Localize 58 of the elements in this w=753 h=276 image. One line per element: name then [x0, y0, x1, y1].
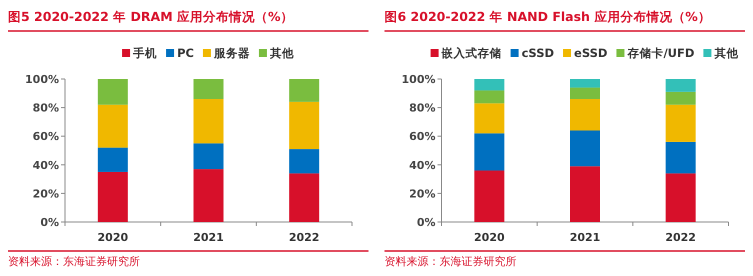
bar: [570, 166, 600, 222]
y-tick-label: 100%: [402, 73, 436, 86]
bar: [474, 170, 504, 222]
y-tick-label: 40%: [32, 158, 59, 172]
x-tick-label: 2022: [665, 231, 696, 244]
legend-label: eSSD: [574, 46, 608, 60]
legend-label: 手机: [132, 46, 158, 60]
y-tick-label: 100%: [25, 73, 59, 86]
bar: [474, 79, 504, 90]
bar: [474, 133, 504, 171]
bar: [194, 79, 224, 100]
y-tick-label: 20%: [32, 187, 59, 200]
bar: [570, 79, 600, 88]
bar: [194, 143, 224, 170]
bar: [666, 142, 696, 174]
legend-label: 嵌入式存储: [440, 46, 502, 60]
bar: [289, 149, 320, 174]
legend-label: 其他: [713, 46, 740, 60]
legend-label: PC: [177, 46, 194, 60]
bar: [570, 99, 600, 130]
bar: [570, 130, 600, 166]
y-tick-label: 20%: [409, 187, 436, 200]
y-tick-label: 40%: [409, 158, 436, 172]
chart-title: 图6 2020-2022 年 NAND Flash 应用分布情况（%）: [384, 9, 711, 24]
text: 资料来源：东海证券研究所: [8, 255, 140, 268]
bar: [98, 172, 128, 222]
bar: [289, 79, 320, 102]
bar: [666, 104, 696, 142]
x-tick-label: 2021: [570, 231, 600, 244]
bar: [194, 99, 224, 144]
text: 资料来源：东海证券研究所: [384, 255, 516, 268]
bar: [98, 148, 128, 172]
legend-label: 存储卡/UFD: [626, 46, 694, 60]
bar: [98, 79, 128, 105]
legend-label: 服务器: [212, 46, 250, 60]
bar: [194, 169, 224, 222]
bar: [666, 92, 696, 105]
y-tick-label: 0%: [40, 216, 59, 229]
bar: [570, 88, 600, 100]
bar: [474, 90, 504, 104]
x-tick-label: 2020: [98, 231, 128, 244]
bar: [666, 79, 696, 92]
y-tick-label: 80%: [409, 102, 436, 115]
bar: [474, 103, 504, 134]
legend-label: 其他: [268, 46, 295, 60]
chart-title: 图5 2020-2022 年 DRAM 应用分布情况（%）: [8, 9, 294, 24]
y-tick-label: 60%: [409, 130, 436, 144]
x-tick-label: 2021: [193, 231, 224, 244]
bar: [666, 173, 696, 222]
y-tick-label: 0%: [416, 216, 436, 229]
y-tick-label: 80%: [32, 102, 59, 115]
x-tick-label: 2020: [474, 231, 505, 244]
bar: [289, 102, 320, 150]
y-tick-label: 60%: [32, 130, 59, 144]
bar: [289, 173, 320, 222]
x-tick-label: 2022: [288, 231, 320, 244]
bar: [98, 104, 128, 148]
legend-label: cSSD: [522, 46, 554, 60]
